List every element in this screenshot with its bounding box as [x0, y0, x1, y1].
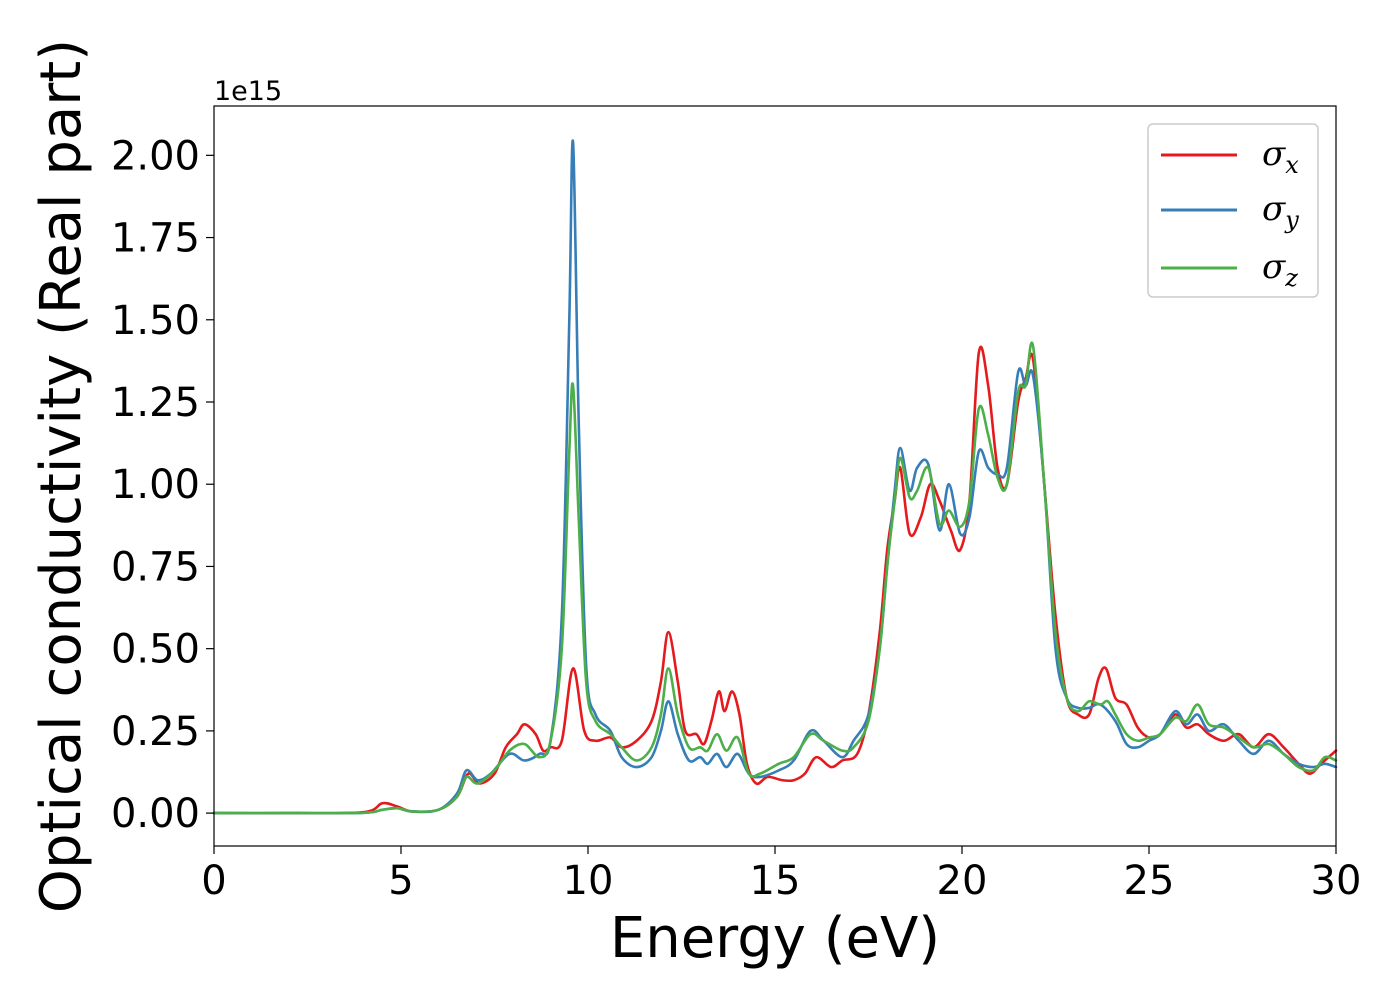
legend-subscript: z	[1284, 264, 1298, 292]
y-axis-title: Optical conductivity (Real part)	[29, 39, 94, 913]
x-axis-title: Energy (eV)	[610, 906, 940, 971]
y-tick-label: 1.50	[111, 298, 200, 344]
legend-label-x: σx	[1262, 134, 1299, 179]
x-tick-label: 30	[1311, 858, 1362, 904]
legend-subscript: y	[1284, 206, 1299, 234]
y-offset-label: 1e15	[214, 76, 282, 107]
x-tick-label: 10	[563, 858, 614, 904]
y-tick-label: 0.25	[111, 709, 200, 755]
y-tick-label: 1.00	[111, 462, 200, 508]
legend-label-y: σy	[1262, 189, 1299, 234]
x-tick-label: 20	[937, 858, 988, 904]
y-tick-label: 0.75	[111, 544, 200, 590]
y-axis-ticks: 0.00 0.25 0.50 0.75 1.00 1.25 1.50 1.75 2.00	[111, 133, 214, 837]
x-axis-ticks: 0 5 10 15 20 25 30	[201, 846, 1361, 904]
legend-symbol: σ	[1262, 134, 1286, 174]
legend-subscript: x	[1285, 151, 1299, 179]
x-tick-label: 0	[201, 858, 226, 904]
y-tick-label: 0.50	[111, 627, 200, 673]
x-tick-label: 5	[388, 858, 413, 904]
y-tick-label: 1.75	[111, 216, 200, 262]
legend-symbol: σ	[1262, 247, 1286, 287]
y-tick-label: 1.25	[111, 380, 200, 426]
series-layer	[212, 139, 1338, 815]
legend-label-z: σz	[1262, 247, 1298, 292]
x-tick-label: 25	[1124, 858, 1175, 904]
series-line-z	[212, 341, 1338, 815]
y-tick-label: 0.00	[111, 791, 200, 837]
y-tick-label: 2.00	[111, 133, 200, 179]
x-tick-label: 15	[750, 858, 801, 904]
legend-symbol: σ	[1262, 189, 1286, 229]
